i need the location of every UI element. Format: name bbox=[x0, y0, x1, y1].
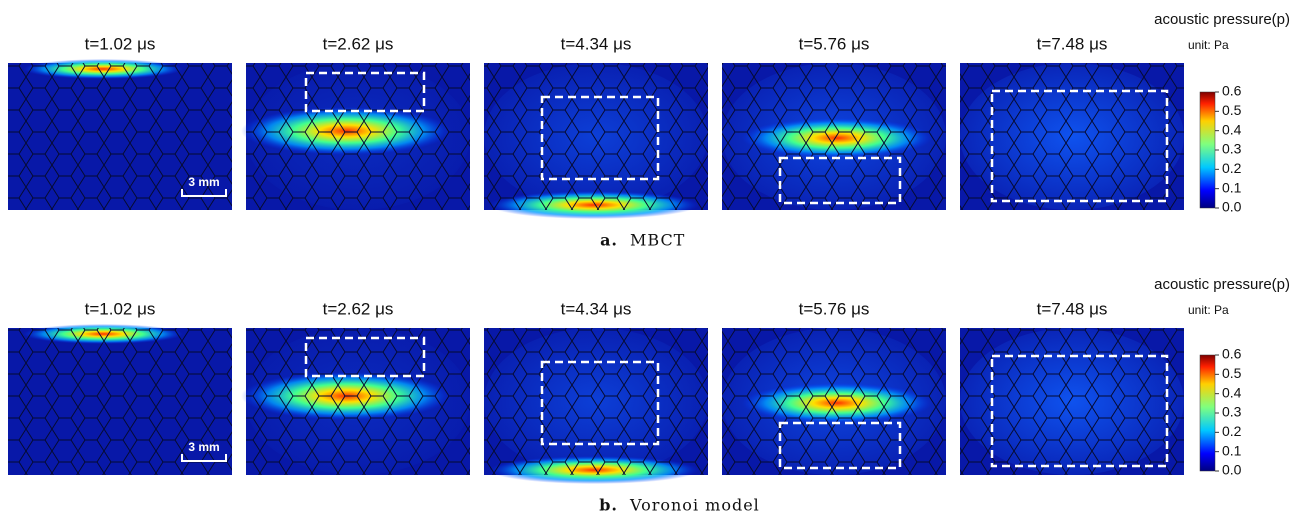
cell-mesh bbox=[8, 328, 232, 475]
cell-mesh bbox=[484, 328, 708, 475]
colorbar-tick-label: 0.1 bbox=[1222, 442, 1242, 458]
region-box bbox=[990, 89, 1169, 203]
region-box bbox=[990, 354, 1169, 468]
scale-bar-label: 3 mm bbox=[188, 440, 219, 454]
cell-mesh bbox=[960, 63, 1184, 210]
colorbar-tick-label: 0.4 bbox=[1222, 121, 1242, 137]
cell-mesh bbox=[484, 63, 708, 210]
panel-title: t=7.48 μs bbox=[1037, 34, 1108, 53]
region-box bbox=[778, 156, 902, 205]
region-box bbox=[304, 71, 426, 113]
cell-mesh bbox=[960, 328, 1184, 475]
caption-label: b. bbox=[599, 496, 618, 512]
colorbar-unit: unit: Pa bbox=[1188, 38, 1229, 52]
panel bbox=[722, 328, 946, 475]
panel-title: t=7.48 μs bbox=[1037, 299, 1108, 318]
colorbar-tick-label: 0.6 bbox=[1222, 346, 1242, 362]
cell-mesh bbox=[8, 63, 232, 210]
region-box bbox=[540, 95, 660, 181]
panel-title: t=5.76 μs bbox=[799, 34, 870, 53]
panel: 3 mm bbox=[8, 324, 232, 475]
scale-bar-label: 3 mm bbox=[188, 175, 219, 189]
panel bbox=[241, 328, 470, 475]
panel bbox=[722, 63, 946, 210]
caption: Voronoi model bbox=[629, 496, 760, 512]
colorbar-tick-label: 0.2 bbox=[1222, 160, 1242, 176]
colorbar bbox=[1199, 354, 1216, 472]
panel-title: t=1.02 μs bbox=[85, 34, 156, 53]
region-box bbox=[304, 336, 426, 378]
panel-title: t=2.62 μs bbox=[323, 299, 394, 318]
colorbar-tick-label: 0.1 bbox=[1222, 179, 1242, 195]
colorbar-tick-label: 0.2 bbox=[1222, 423, 1242, 439]
cell-mesh bbox=[246, 63, 470, 210]
scale-bar bbox=[181, 454, 227, 462]
caption: MBCT bbox=[630, 231, 685, 250]
colorbar-tick-label: 0.0 bbox=[1222, 199, 1242, 215]
scale-bar bbox=[181, 189, 227, 197]
panel bbox=[484, 328, 708, 484]
colorbar-tick-label: 0.0 bbox=[1222, 462, 1242, 478]
panel-title: t=4.34 μs bbox=[561, 34, 632, 53]
colorbar-tick-label: 0.5 bbox=[1222, 365, 1242, 381]
panel-title: t=5.76 μs bbox=[799, 299, 870, 318]
colorbar-tick-label: 0.4 bbox=[1222, 384, 1242, 400]
panel-title: t=2.62 μs bbox=[323, 34, 394, 53]
region-box bbox=[540, 360, 660, 446]
colorbar-tick-label: 0.6 bbox=[1222, 83, 1242, 99]
colorbar-title: acoustic pressure(p) bbox=[1154, 11, 1290, 28]
colorbar-title: acoustic pressure(p) bbox=[1154, 276, 1290, 293]
panel bbox=[960, 63, 1184, 210]
colorbar-tick-label: 0.5 bbox=[1222, 102, 1242, 118]
panel bbox=[484, 63, 708, 219]
colorbar-unit: unit: Pa bbox=[1188, 303, 1229, 317]
panel bbox=[960, 328, 1184, 475]
panel: 3 mm bbox=[8, 59, 232, 210]
panel-title: t=1.02 μs bbox=[85, 299, 156, 318]
region-box bbox=[778, 421, 902, 470]
panel bbox=[241, 63, 470, 210]
caption-label: a. bbox=[600, 231, 618, 250]
cell-mesh bbox=[722, 328, 946, 475]
colorbar-tick-label: 0.3 bbox=[1222, 141, 1242, 157]
cell-mesh bbox=[246, 328, 470, 475]
cell-mesh bbox=[722, 63, 946, 210]
panel-title: t=4.34 μs bbox=[561, 299, 632, 318]
colorbar-tick-label: 0.3 bbox=[1222, 404, 1242, 420]
colorbar bbox=[1199, 91, 1216, 209]
